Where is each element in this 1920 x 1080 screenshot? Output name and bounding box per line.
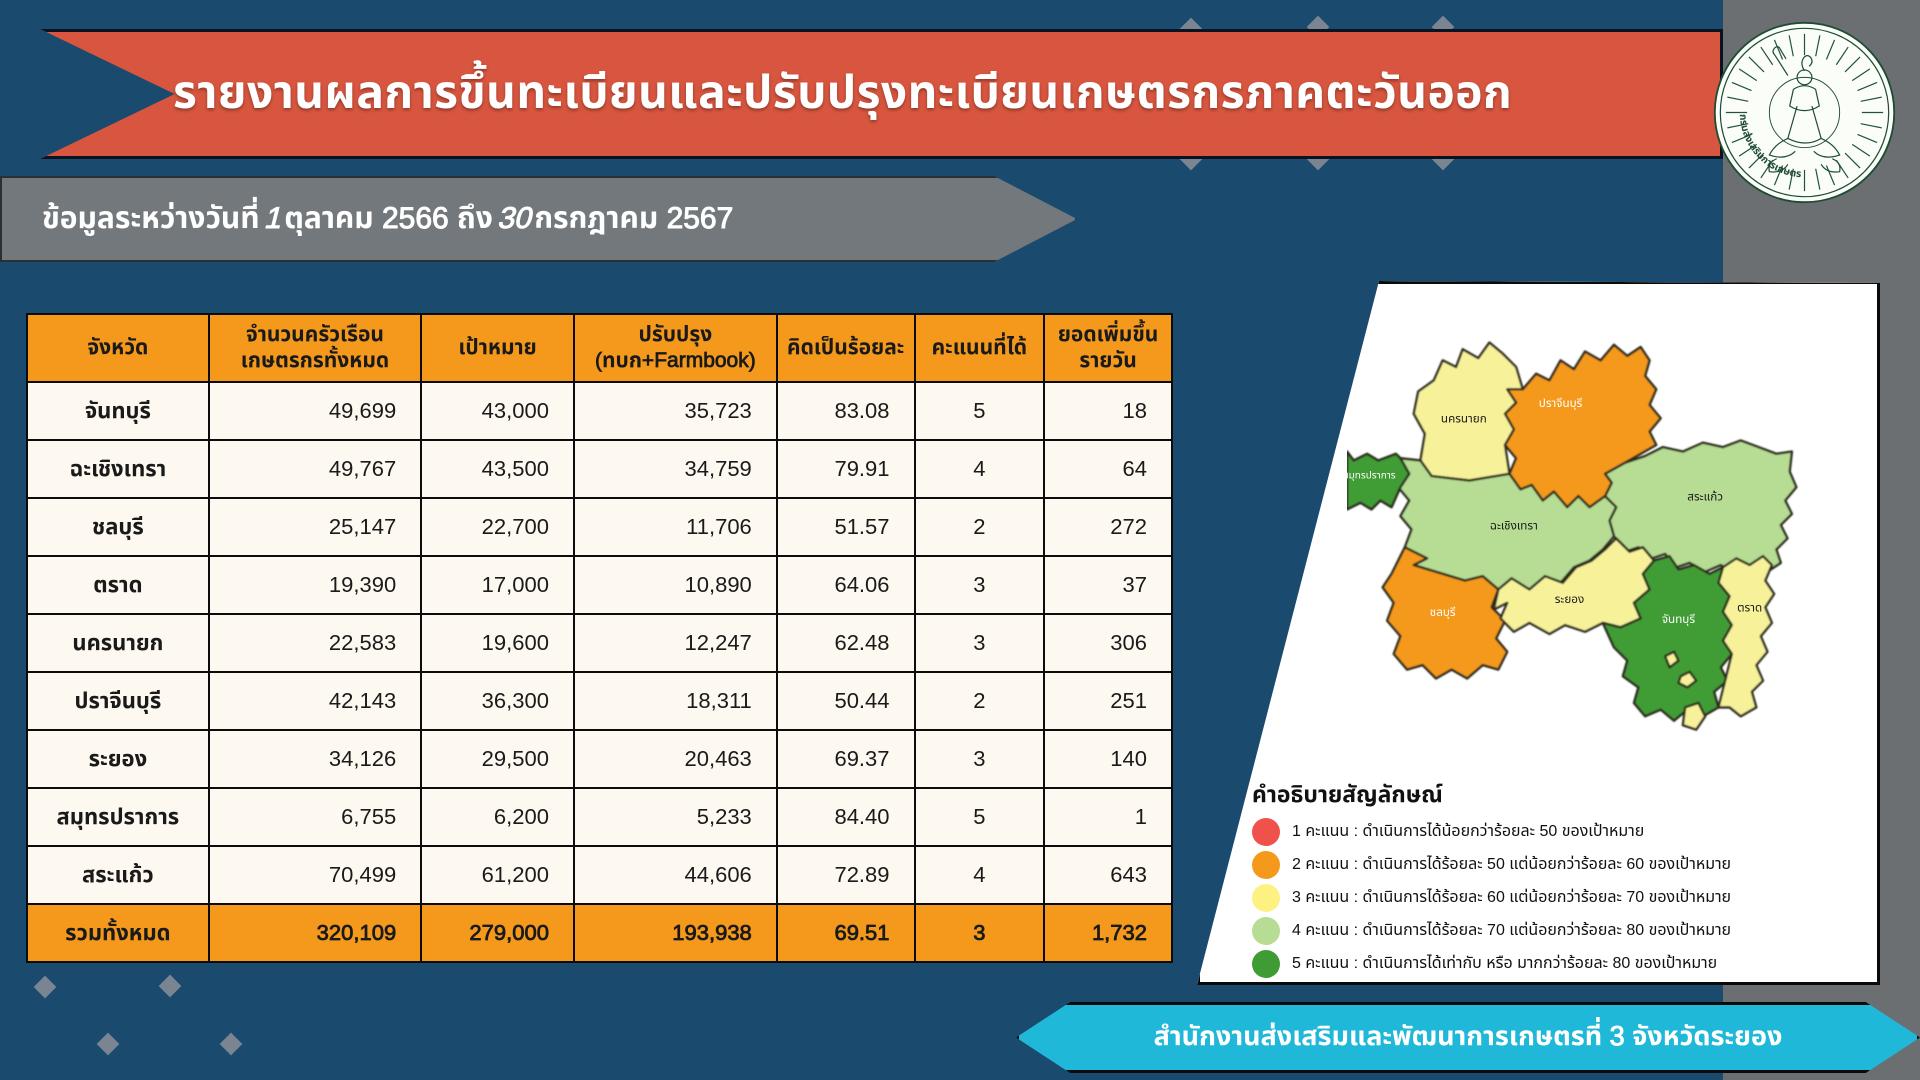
svg-text:ตราด: ตราด: [1737, 602, 1762, 615]
svg-text:ฉะเชิงเทรา: ฉะเชิงเทรา: [1490, 519, 1538, 532]
svg-text:สมุทรปราการ: สมุทรปราการ: [1347, 470, 1396, 481]
svg-text:จันทบุรี: จันทบุรี: [1662, 613, 1695, 626]
svg-text:สระแก้ว: สระแก้ว: [1687, 490, 1723, 504]
svg-text:ระยอง: ระยอง: [1555, 593, 1585, 606]
svg-text:ปราจีนบุรี: ปราจีนบุรี: [1539, 397, 1583, 410]
svg-text:นครนายก: นครนายก: [1441, 413, 1487, 426]
svg-text:ชลบุรี: ชลบุรี: [1430, 606, 1456, 619]
